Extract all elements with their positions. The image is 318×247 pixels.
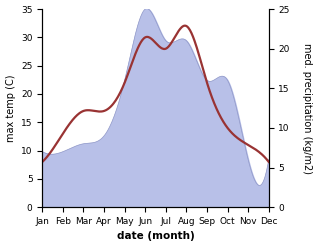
Y-axis label: med. precipitation (kg/m2): med. precipitation (kg/m2) bbox=[302, 43, 313, 174]
X-axis label: date (month): date (month) bbox=[117, 231, 194, 242]
Y-axis label: max temp (C): max temp (C) bbox=[5, 74, 16, 142]
